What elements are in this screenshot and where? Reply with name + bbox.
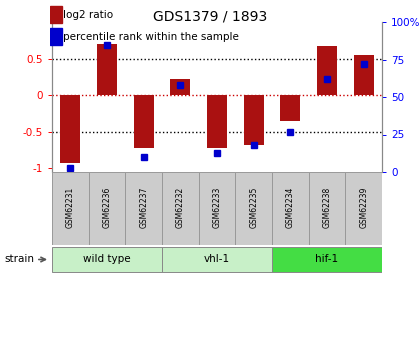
Bar — [60, 95, 80, 163]
Bar — [207, 95, 227, 148]
Text: vhl-1: vhl-1 — [204, 254, 230, 264]
Bar — [134, 95, 154, 148]
Bar — [97, 44, 117, 95]
Text: GSM62234: GSM62234 — [286, 186, 295, 228]
Bar — [235, 172, 272, 245]
Bar — [272, 247, 382, 272]
Text: hif-1: hif-1 — [315, 254, 339, 264]
Bar — [280, 95, 300, 121]
Text: log2 ratio: log2 ratio — [63, 10, 113, 20]
Text: GSM62233: GSM62233 — [213, 186, 221, 228]
Bar — [170, 79, 190, 95]
Text: GSM62231: GSM62231 — [66, 186, 75, 228]
Text: GSM62236: GSM62236 — [102, 186, 111, 228]
Bar — [244, 95, 264, 145]
Bar — [272, 172, 309, 245]
Bar — [345, 172, 382, 245]
Bar — [50, 28, 61, 45]
Text: strain: strain — [4, 255, 34, 265]
Text: GSM62237: GSM62237 — [139, 186, 148, 228]
Bar — [52, 247, 162, 272]
Text: percentile rank within the sample: percentile rank within the sample — [63, 32, 239, 42]
Bar — [354, 55, 374, 95]
Bar — [162, 247, 272, 272]
Bar — [199, 172, 235, 245]
Text: wild type: wild type — [83, 254, 131, 264]
Text: GSM62239: GSM62239 — [359, 186, 368, 228]
Text: GSM62232: GSM62232 — [176, 186, 185, 228]
Text: GSM62235: GSM62235 — [249, 186, 258, 228]
Text: GDS1379 / 1893: GDS1379 / 1893 — [153, 10, 267, 24]
Text: GSM62238: GSM62238 — [323, 186, 331, 228]
Bar — [89, 172, 125, 245]
Bar — [50, 6, 61, 23]
Bar — [125, 172, 162, 245]
Bar — [52, 172, 89, 245]
Bar — [162, 172, 199, 245]
Bar — [309, 172, 345, 245]
Bar — [317, 46, 337, 95]
